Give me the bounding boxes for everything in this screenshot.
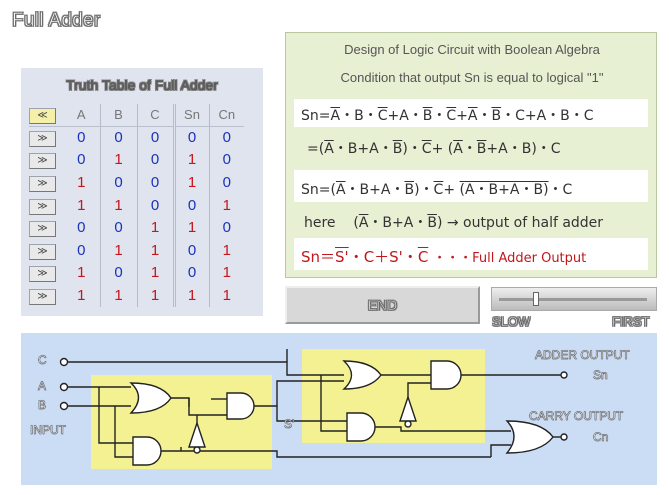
half-adder-note: here (A・B+A・B) → output of half adder (304, 215, 604, 231)
table-cell: 0 (136, 126, 174, 149)
table-cell: 0 (208, 148, 244, 172)
table-cell: 0 (208, 126, 244, 149)
sn-output-label: Sn (593, 368, 608, 383)
full-adder-equation: Sn＝S'・C＋S'・C ・・・Full Adder Output (294, 238, 648, 270)
table-cell: 0 (136, 193, 174, 217)
carry-output-label: CARRY OUTPUT (529, 409, 624, 424)
row-step-button[interactable]: ≫ (29, 153, 56, 170)
table-cell: 0 (172, 238, 209, 262)
design-condition: Condition that output Sn is equal to log… (340, 70, 604, 85)
app-title: Full Adder (12, 10, 101, 32)
table-cell: 1 (136, 238, 174, 262)
sum-equation-3: Sn=(A・B+A・B)・C+ (A・B+A・B)・C (294, 170, 648, 202)
here-label: here (304, 215, 336, 231)
design-heading: Design of Logic Circuit with Boolean Alg… (344, 42, 600, 57)
cn-output-label: Cn (593, 430, 609, 445)
column-header-cn: Cn (208, 104, 244, 127)
table-cell: 1 (136, 284, 174, 307)
row-step-button[interactable]: ≫ (29, 175, 56, 192)
truth-table-title: Truth Table of Full Adder (66, 77, 218, 94)
half-adder-box-1 (91, 375, 272, 469)
table-cell: 0 (77, 241, 86, 259)
table-cell: 1 (208, 284, 244, 307)
table-cell: 0 (77, 129, 86, 147)
table-row: ≫ 1 0 0 1 0 (29, 171, 244, 194)
table-row: ≫ 1 0 1 0 1 (29, 261, 244, 285)
table-cell: 0 (172, 261, 209, 285)
table-cell: 0 (99, 171, 137, 194)
table-cell: 0 (208, 216, 244, 239)
speed-slider-thumb[interactable] (533, 292, 539, 306)
design-panel: Design of Logic Circuit with Boolean Alg… (285, 32, 657, 278)
table-cell: 0 (136, 148, 174, 172)
row-step-button[interactable]: ≫ (29, 288, 56, 305)
table-cell: 0 (99, 126, 137, 149)
table-cell: 0 (99, 216, 137, 239)
table-cell: 1 (172, 284, 209, 307)
table-cell: 1 (99, 193, 137, 217)
half-adder-label: → output of half adder (446, 215, 604, 231)
circuit-panel: C A B INPUT S' ADDER OUTPUT Sn CARRY OUT… (21, 333, 657, 485)
input-a-label: A (38, 379, 47, 394)
column-header-c: C (136, 104, 174, 127)
table-cell: 1 (136, 261, 174, 285)
input-b-label: B (38, 398, 47, 413)
input-c-label: C (38, 353, 47, 368)
table-row: ≫ 0 1 0 1 0 (29, 148, 244, 172)
row-step-button[interactable]: ≫ (29, 243, 56, 260)
table-cell: 0 (77, 219, 86, 237)
table-cell: 1 (99, 284, 137, 307)
slow-label: SLOW (492, 314, 531, 330)
sum-equation-1: Sn=A・B・C+A・B・C+A・B・C+A・B・C (294, 99, 648, 127)
row-step-button[interactable]: ≫ (29, 266, 56, 283)
input-label: INPUT (30, 423, 67, 438)
table-cell: 1 (77, 286, 86, 304)
table-cell: 1 (172, 148, 209, 172)
table-cell: 0 (172, 193, 209, 217)
column-header-sn: Sn (172, 104, 209, 127)
table-cell: 1 (208, 238, 244, 262)
table-cell: 1 (99, 238, 137, 262)
table-cell: 0 (208, 171, 244, 194)
table-cell: 1 (136, 216, 174, 239)
column-header-a: A (63, 104, 100, 127)
table-cell: 1 (208, 261, 244, 285)
table-row: ≫ 1 1 1 1 1 (29, 284, 244, 307)
table-cell: 0 (99, 261, 137, 285)
table-row: ≫ 0 0 0 0 0 (29, 126, 244, 149)
reset-rows-button[interactable]: ≪ (29, 107, 56, 124)
table-cell: 1 (208, 193, 244, 217)
row-step-button[interactable]: ≫ (29, 198, 56, 215)
sum-equation-2: =(A・B+A・B)・C+ (A・B+A・B)・C (307, 141, 561, 157)
table-row: ≫ 0 0 1 1 0 (29, 216, 244, 239)
fast-label: FIRST (612, 314, 650, 330)
truth-table-panel: Truth Table of Full Adder ≪ A B C Sn Cn … (21, 68, 263, 316)
column-header-b: B (99, 104, 137, 127)
table-cell: 0 (77, 151, 86, 169)
table-cell: 1 (77, 173, 86, 191)
end-button[interactable]: END (285, 286, 480, 324)
full-adder-label: ・・・Full Adder Output (433, 251, 587, 266)
table-cell: 1 (99, 148, 137, 172)
adder-output-label: ADDER OUTPUT (535, 348, 630, 363)
truth-table: ≪ A B C Sn Cn ≫ 0 0 0 0 0 ≫ 0 1 0 1 0 ≫ 1 0 0 1 0 ≫ 1 1 0 0 1 ≫ 0… (29, 104, 244, 307)
table-row: ≫ 0 1 1 0 1 (29, 238, 244, 262)
table-cell: 1 (172, 216, 209, 239)
row-step-button[interactable]: ≫ (29, 221, 56, 238)
table-cell: 1 (172, 171, 209, 194)
table-row: ≫ 1 1 0 0 1 (29, 193, 244, 217)
table-cell: 1 (77, 264, 86, 282)
table-cell: 0 (172, 126, 209, 149)
speed-slider-track (499, 298, 647, 301)
table-cell: 0 (136, 171, 174, 194)
circuit-diagram (59, 349, 568, 466)
s-prime-label: S' (284, 417, 295, 432)
row-step-button[interactable]: ≫ (29, 131, 56, 148)
table-cell: 1 (77, 196, 86, 214)
